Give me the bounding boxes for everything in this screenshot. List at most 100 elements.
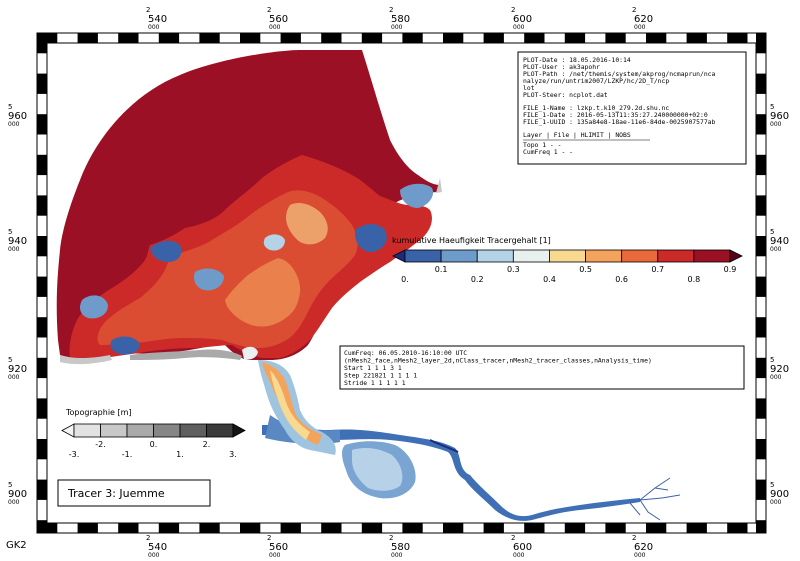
- info-file-line: FILE_1-UUID : 135a84e8-18ae-11e6-84de-00…: [523, 118, 716, 126]
- x-tick-big: 2: [146, 534, 150, 542]
- x-tick-small: 000: [634, 552, 646, 559]
- y-tick-small: 000: [770, 246, 782, 253]
- topo-bar-segment: [100, 423, 128, 438]
- x-tick-small: 000: [148, 552, 160, 559]
- topo-bar-high-arrow: [232, 423, 246, 438]
- y-tick-num: 900: [8, 489, 27, 500]
- tracer-upper-label: 0.5: [579, 265, 592, 274]
- tracer-bar-segment: [404, 249, 442, 263]
- tributaries: [629, 477, 681, 521]
- topo-bar-segment: [73, 423, 101, 438]
- topo-upper-label: 0.: [150, 440, 158, 449]
- x-tick-big: 2: [632, 6, 636, 14]
- projection-label: GK2: [6, 540, 27, 551]
- cumfreq-line: Step 221821 1 1 1 1: [344, 372, 417, 380]
- y-tick-small: 000: [8, 499, 20, 506]
- cumfreq-line: Stride 1 1 1 1 1: [344, 379, 406, 387]
- x-tick-big: 2: [511, 534, 515, 542]
- x-tick-big: 2: [389, 534, 393, 542]
- y-tick-big: 5: [8, 228, 12, 236]
- x-tick-num: 600: [513, 542, 532, 553]
- x-tick-num: 620: [634, 542, 653, 553]
- y-tick-num: 960: [8, 111, 27, 122]
- tracer-bar-segment: [512, 249, 550, 263]
- x-tick-big: 2: [389, 6, 393, 14]
- tracer-bar-segment: [476, 249, 514, 263]
- y-tick-num: 920: [8, 364, 27, 375]
- topo-lower-label: -1.: [122, 450, 133, 459]
- y-tick-num: 960: [770, 111, 789, 122]
- topo-bar-segment: [153, 423, 181, 438]
- y-tick-small: 000: [8, 121, 20, 128]
- tracer-lower-label: 0.: [401, 275, 409, 284]
- topo-upper-label: -2.: [95, 440, 106, 449]
- x-tick-small: 000: [513, 24, 525, 31]
- topo-bar-low-arrow: [61, 423, 75, 438]
- topography-fringes: [60, 178, 442, 365]
- y-tick-num: 940: [770, 236, 789, 247]
- info-file-line: FILE_1-Name : lzkp.t.k10_279.2d.shu.nc: [523, 104, 669, 112]
- x-tick-num: 560: [269, 14, 288, 25]
- x-tick-num: 580: [391, 14, 410, 25]
- topo-lower-label: 1.: [176, 450, 184, 459]
- tracer-legend: kumulative Haeufigkeit Tracergehalt [1] …: [392, 236, 743, 284]
- cumfreq-line: Start 1 1 1 3 1: [344, 364, 402, 372]
- tracer-bar-segment: [585, 249, 623, 263]
- tracer-bar-segment: [621, 249, 659, 263]
- tracer-bar-segment: [440, 249, 478, 263]
- x-tick-small: 000: [148, 24, 160, 31]
- cumfreq-line: CumFreq: 06.05.2010-16:10:00 UTC: [344, 349, 467, 357]
- tracer-legend-title: kumulative Haeufigkeit Tracergehalt [1]: [392, 236, 551, 245]
- info-table-header: Layer | File | HLIMIT | NOBS: [523, 131, 631, 139]
- topo-upper-label: 2.: [203, 440, 211, 449]
- tracer-field: [56, 50, 440, 360]
- tracer-bar-segment: [693, 249, 731, 263]
- topography-legend: Topographie [m] -2. 0. 2. -3. -1. 1. 3.: [61, 408, 246, 459]
- x-tick-small: 000: [269, 552, 281, 559]
- y-tick-big: 5: [770, 356, 774, 364]
- y-tick-big: 5: [770, 228, 774, 236]
- estuary-channel: [258, 360, 336, 455]
- info-table-row: CumFreq 1 - -: [523, 148, 573, 156]
- tracer-bar-segment: [657, 249, 695, 263]
- x-tick-num: 540: [148, 542, 167, 553]
- y-tick-small: 000: [8, 246, 20, 253]
- tracer-bar-high-arrow: [729, 249, 743, 263]
- info-plot-line: PLOT-Date : 18.05.2016-10:14: [523, 56, 631, 64]
- y-tick-big: 5: [8, 356, 12, 364]
- blue-patches: [80, 183, 434, 360]
- y-tick-small: 000: [770, 121, 782, 128]
- cumfreq-box: CumFreq: 06.05.2010-16:10:00 UTC(nMesh2_…: [339, 345, 745, 390]
- tracer-upper-label: 0.1: [435, 265, 448, 274]
- title-text: Tracer 3: Juemme: [67, 487, 165, 500]
- x-tick-big: 2: [632, 534, 636, 542]
- y-tick-small: 000: [770, 374, 782, 381]
- y-tick-big: 5: [770, 481, 774, 489]
- y-tick-small: 000: [8, 374, 20, 381]
- tracer-upper-label: 0.9: [724, 265, 737, 274]
- topo-legend-title: Topographie [m]: [65, 408, 132, 417]
- info-plot-line: nalyze/run/untrim2007/LZKP/hc/2D_T/ncp: [523, 77, 669, 85]
- y-tick-num: 940: [8, 236, 27, 247]
- info-plot-line: PLOT-User : ak3apohr: [523, 63, 600, 71]
- x-tick-small: 000: [634, 24, 646, 31]
